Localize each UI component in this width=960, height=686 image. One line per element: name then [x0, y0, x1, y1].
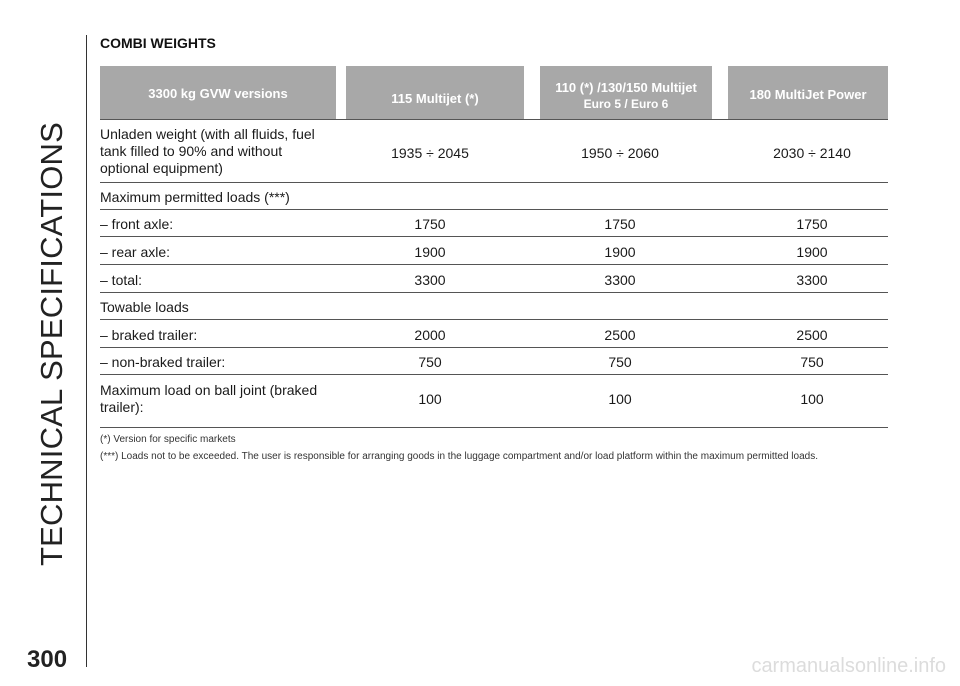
- row-label: – braked trailer:: [100, 327, 198, 343]
- row-label: – rear axle:: [100, 244, 171, 260]
- header-110-130-150-multijet: 110 (*) /130/150 Multijet Euro 5 / Euro …: [540, 66, 712, 119]
- row-label: – front axle:: [100, 216, 174, 232]
- row-rule: [100, 182, 888, 183]
- row-label-line: Unladen weight (with all fluids, fuel: [100, 126, 315, 142]
- value-110-130-150-multijet: 1950 ÷ 2060: [581, 145, 659, 161]
- page-number: 300: [27, 646, 68, 673]
- value-180-multijet-power: 2500: [796, 327, 828, 343]
- value-180-multijet-power: 1750: [796, 216, 828, 232]
- row-label: Unladen weight (with all fluids, fuel ta…: [100, 126, 315, 177]
- value-115-multijet: 100: [418, 391, 442, 407]
- row-label: Maximum permitted loads (***): [100, 189, 290, 205]
- footnote-specific-markets: (*) Version for specific markets: [100, 434, 236, 445]
- value-180-multijet-power: 750: [800, 354, 824, 370]
- value-115-multijet: 1935 ÷ 2045: [391, 145, 469, 161]
- header-180-multijet-power: 180 MultiJet Power: [728, 66, 888, 119]
- row-label-line: trailer):: [100, 399, 144, 415]
- value-180-multijet-power: 2030 ÷ 2140: [773, 145, 851, 161]
- value-115-multijet: 750: [418, 354, 442, 370]
- row-label: Towable loads: [100, 299, 189, 315]
- section-side-title: TECHNICAL SPECIFICATIONS: [34, 121, 69, 567]
- value-180-multijet-power: 100: [800, 391, 824, 407]
- value-115-multijet: 1900: [414, 244, 446, 260]
- value-110-130-150-multijet: 2500: [604, 327, 636, 343]
- header-versions: 3300 kg GVW versions: [100, 66, 336, 119]
- header-180-multijet-power-label: 180 MultiJet Power: [749, 87, 867, 102]
- row-label-line: tank filled to 90% and without: [100, 143, 283, 159]
- value-110-130-150-multijet: 1900: [604, 244, 636, 260]
- row-rule: [100, 209, 888, 210]
- row-rule: [100, 374, 888, 375]
- row-rule: [100, 292, 888, 293]
- row-label: – non-braked trailer:: [100, 354, 226, 370]
- value-115-multijet: 2000: [414, 327, 446, 343]
- value-110-130-150-multijet: 3300: [604, 272, 636, 288]
- side-divider: [86, 35, 87, 667]
- value-110-130-150-multijet: 1750: [604, 216, 636, 232]
- row-rule: [100, 264, 888, 265]
- row-label: Maximum load on ball joint (braked trail…: [100, 382, 317, 416]
- header-rule: [100, 119, 888, 120]
- value-180-multijet-power: 3300: [796, 272, 828, 288]
- value-180-multijet-power: 1900: [796, 244, 828, 260]
- row-label-line: optional equipment): [100, 160, 223, 176]
- value-115-multijet: 3300: [414, 272, 446, 288]
- row-label-line: Maximum load on ball joint (braked: [100, 382, 318, 398]
- section-title: COMBI WEIGHTS: [100, 35, 216, 51]
- value-110-130-150-multijet: 750: [608, 354, 632, 370]
- table-bottom-rule: [100, 427, 888, 428]
- value-115-multijet: 1750: [414, 216, 446, 232]
- row-rule: [100, 347, 888, 348]
- header-versions-label: 3300 kg GVW versions: [148, 86, 288, 101]
- header-115-multijet-label: 115 Multijet (*): [391, 91, 479, 106]
- row-rule: [100, 319, 888, 320]
- value-110-130-150-multijet: 100: [608, 391, 632, 407]
- header-110-130-150-line2: Euro 5 / Euro 6: [583, 96, 669, 111]
- footnote-max-loads: (***) Loads not to be exceeded. The user…: [100, 451, 818, 462]
- row-label: – total:: [100, 272, 143, 288]
- header-110-130-150-line1: 110 (*) /130/150 Multijet: [555, 80, 697, 95]
- row-rule: [100, 236, 888, 237]
- watermark-text: carmanualsonline.info: [751, 655, 946, 677]
- header-115-multijet: 115 Multijet (*): [346, 66, 524, 119]
